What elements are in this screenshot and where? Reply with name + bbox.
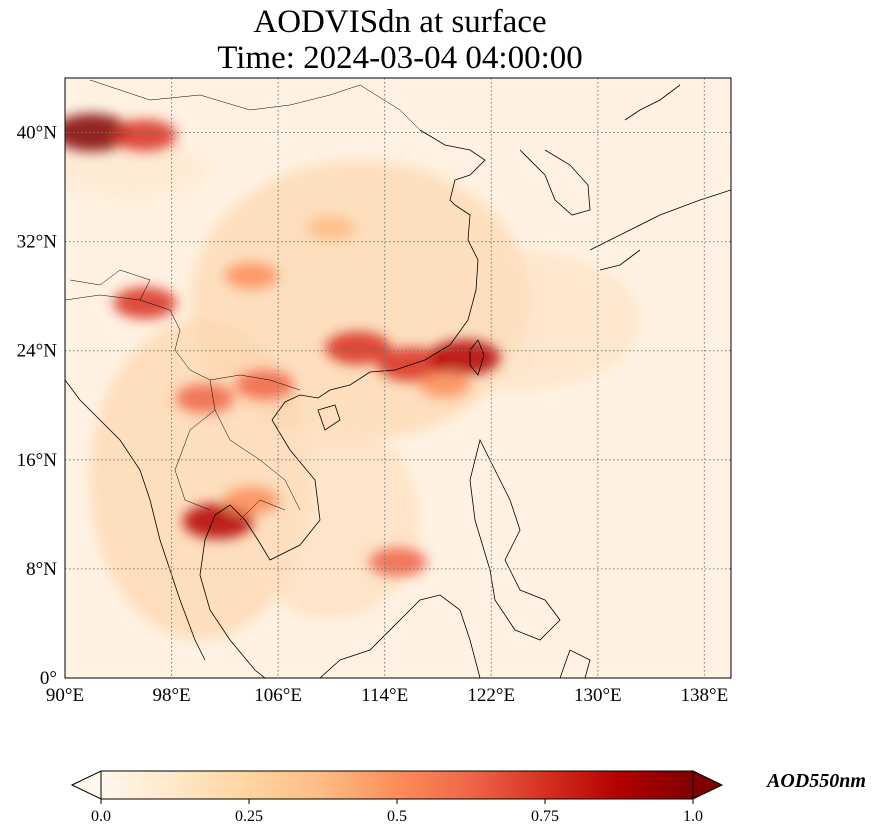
border-line bbox=[69, 269, 151, 301]
y-tick-label: 32°N bbox=[17, 232, 58, 253]
gridlines bbox=[65, 78, 731, 678]
coastline-hainan bbox=[317, 404, 341, 431]
aod-hotspot bbox=[113, 119, 177, 152]
x-tick-label: 90°E bbox=[46, 685, 84, 706]
coastlines bbox=[65, 84, 731, 678]
map-panel: 90°E 98°E 106°E 114°E 122°E 130°E 138°E 0° 8°N 1… bbox=[17, 77, 732, 706]
colorbar-label: AOD550nm bbox=[765, 770, 866, 792]
coastline-indochina bbox=[199, 419, 321, 678]
y-tick-label: 16°N bbox=[17, 450, 58, 471]
x-tick-label: 138°E bbox=[681, 685, 729, 706]
aod-hotspot bbox=[223, 486, 280, 515]
coastline-borneo bbox=[319, 594, 481, 678]
border-line bbox=[239, 499, 286, 521]
y-tick-label: 0° bbox=[40, 668, 57, 689]
aod-hotspot bbox=[429, 339, 501, 376]
colorbar: 0.0 0.25 0.5 0.75 1.0 AOD550nm bbox=[70, 770, 866, 825]
x-tick-label: 98°E bbox=[152, 685, 190, 706]
colorbar-extend-high bbox=[692, 770, 724, 800]
aod-hotspot bbox=[224, 262, 279, 290]
aod-hotspot bbox=[113, 287, 177, 319]
coastline-taiwan bbox=[469, 339, 485, 376]
haze-patch bbox=[65, 140, 210, 200]
colorbar-tick-label: 0.25 bbox=[235, 808, 263, 825]
x-tick-labels: 90°E 98°E 106°E 114°E 122°E 130°E 138°E bbox=[46, 685, 728, 706]
colorbar-tick-label: 0.75 bbox=[531, 808, 559, 825]
y-tick-label: 40°N bbox=[17, 123, 58, 144]
x-tick-label: 106°E bbox=[254, 685, 302, 706]
border-line bbox=[89, 79, 361, 111]
aod-hotspot bbox=[182, 503, 254, 539]
border-line bbox=[65, 294, 301, 391]
coastline-china bbox=[271, 204, 479, 421]
colorbar-tick-label: 1.0 bbox=[683, 808, 703, 825]
aod-hotspot bbox=[325, 331, 391, 365]
x-tick-label: 114°E bbox=[361, 685, 408, 706]
map-time: Time: 2024-03-04 04:00:00 bbox=[217, 40, 583, 76]
colorbar-tick-label: 0.5 bbox=[387, 808, 407, 825]
coastline-japan bbox=[589, 84, 731, 271]
y-tick-label: 24°N bbox=[17, 341, 58, 362]
coastline-sulawesi bbox=[559, 649, 591, 678]
borders bbox=[65, 79, 421, 521]
aod-hotspot bbox=[307, 215, 356, 241]
colorbar-body bbox=[100, 770, 694, 800]
colorbar-extend-low bbox=[70, 770, 102, 800]
map-title: AODVISdn at surface bbox=[253, 4, 547, 40]
x-tick-label: 130°E bbox=[574, 685, 622, 706]
coastline-korea bbox=[519, 149, 591, 216]
y-tick-labels: 0° 8°N 16°N 24°N 32°N 40°N bbox=[17, 123, 58, 689]
colorbar-tick-label: 0.0 bbox=[91, 808, 111, 825]
haze-patch bbox=[240, 420, 420, 620]
aod-field bbox=[65, 113, 640, 640]
colorbar-ticks: 0.0 0.25 0.5 0.75 1.0 bbox=[91, 799, 703, 825]
y-tick-label: 8°N bbox=[26, 559, 57, 580]
map-frame bbox=[64, 77, 732, 679]
coastline-philippines bbox=[469, 438, 561, 641]
aod-hotspot bbox=[419, 372, 470, 398]
aod-hotspot bbox=[368, 547, 428, 577]
aod-hotspot bbox=[175, 383, 234, 414]
border-line bbox=[209, 379, 301, 511]
border-line bbox=[359, 84, 421, 131]
coastline-bohai bbox=[419, 129, 486, 206]
x-tick-label: 122°E bbox=[467, 685, 515, 706]
coastline-myanmar bbox=[65, 379, 206, 661]
aod-hotspot bbox=[235, 370, 294, 400]
border-line bbox=[174, 409, 216, 511]
